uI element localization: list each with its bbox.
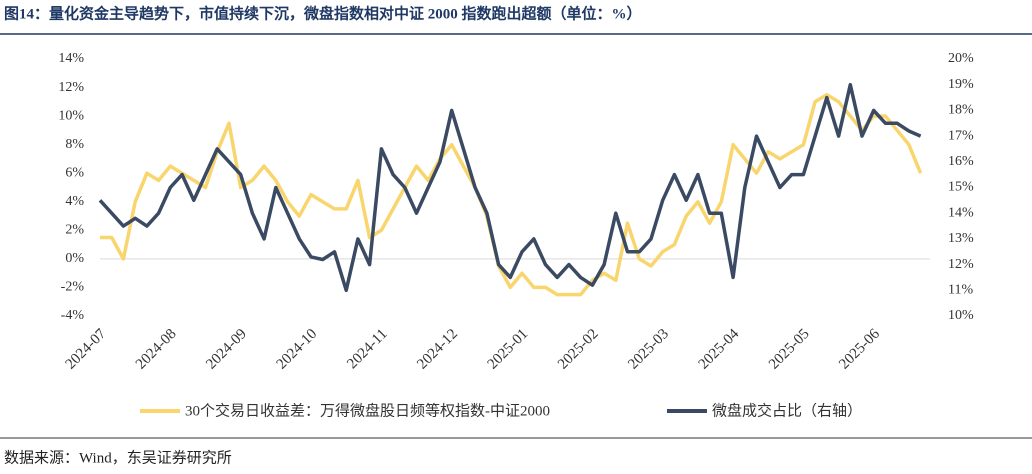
- y-tick-label: 2%: [65, 223, 84, 238]
- y-tick-label: 4%: [65, 194, 84, 209]
- y-tick-label: 14%: [58, 51, 84, 66]
- y-tick-label: 12%: [58, 80, 84, 95]
- y-tick-label: 10%: [58, 108, 84, 123]
- y-tick-label: -2%: [61, 280, 85, 295]
- x-tick-label: 2024-12: [414, 326, 461, 373]
- y-tick-label: 6%: [65, 165, 84, 180]
- x-tick-label: 2024-07: [63, 326, 110, 373]
- x-tick-label: 2024-10: [274, 326, 321, 373]
- y2-tick-label: 12%: [948, 257, 974, 272]
- y2-tick-label: 17%: [948, 128, 974, 143]
- y2-tick-label: 19%: [948, 77, 974, 92]
- y2-tick-label: 10%: [948, 308, 974, 323]
- x-tick-label: 2025-03: [625, 326, 672, 373]
- x-tick-label: 2025-04: [696, 326, 743, 373]
- chart-title: 图14：量化资金主导趋势下，市值持续下沉，微盘指数相对中证 2000 指数跑出超…: [4, 4, 642, 22]
- y-tick-label: -4%: [61, 308, 85, 323]
- legend-label: 30个交易日收益差：万得微盘股日频等权指数-中证2000: [185, 401, 550, 419]
- x-tick-label: 2025-02: [555, 326, 602, 373]
- y2-tick-label: 18%: [948, 103, 974, 118]
- x-tick-label: 2024-09: [203, 326, 250, 373]
- x-tick-label: 2025-05: [766, 326, 813, 373]
- source: 数据来源：Wind，东吴证券研究所: [4, 449, 232, 466]
- y2-tick-label: 16%: [948, 154, 974, 169]
- y2-tick-label: 14%: [948, 205, 974, 220]
- y2-tick-label: 13%: [948, 231, 974, 246]
- x-tick-label: 2025-06: [836, 326, 883, 373]
- y2-tick-label: 20%: [948, 51, 974, 66]
- x-tick-label: 2025-01: [485, 326, 532, 373]
- y2-tick-label: 11%: [948, 283, 973, 298]
- series-line: [98, 82, 922, 293]
- y-tick-label: 0%: [65, 251, 84, 266]
- series-line: [100, 92, 923, 297]
- y-tick-label: 8%: [65, 137, 84, 152]
- x-tick-label: 2024-11: [344, 326, 390, 372]
- x-tick-label: 2024-08: [133, 326, 180, 373]
- legend-label: 微盘成交占比（右轴）: [712, 401, 862, 419]
- y2-tick-label: 15%: [948, 180, 974, 195]
